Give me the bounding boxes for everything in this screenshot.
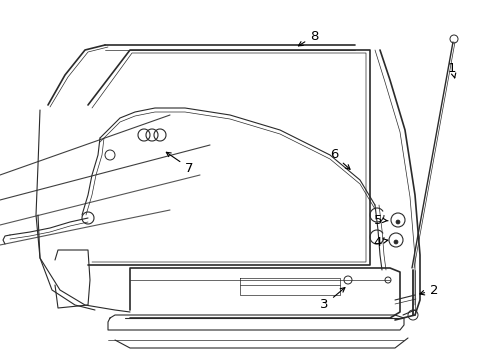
Text: 8: 8 — [298, 30, 318, 46]
Circle shape — [393, 240, 397, 244]
Text: 6: 6 — [329, 148, 349, 169]
Text: 7: 7 — [166, 152, 193, 175]
Text: 2: 2 — [419, 284, 438, 297]
Text: 5: 5 — [373, 213, 387, 226]
Circle shape — [395, 220, 399, 224]
Text: 1: 1 — [447, 62, 456, 78]
Text: 3: 3 — [319, 288, 344, 311]
Text: 4: 4 — [372, 235, 387, 248]
